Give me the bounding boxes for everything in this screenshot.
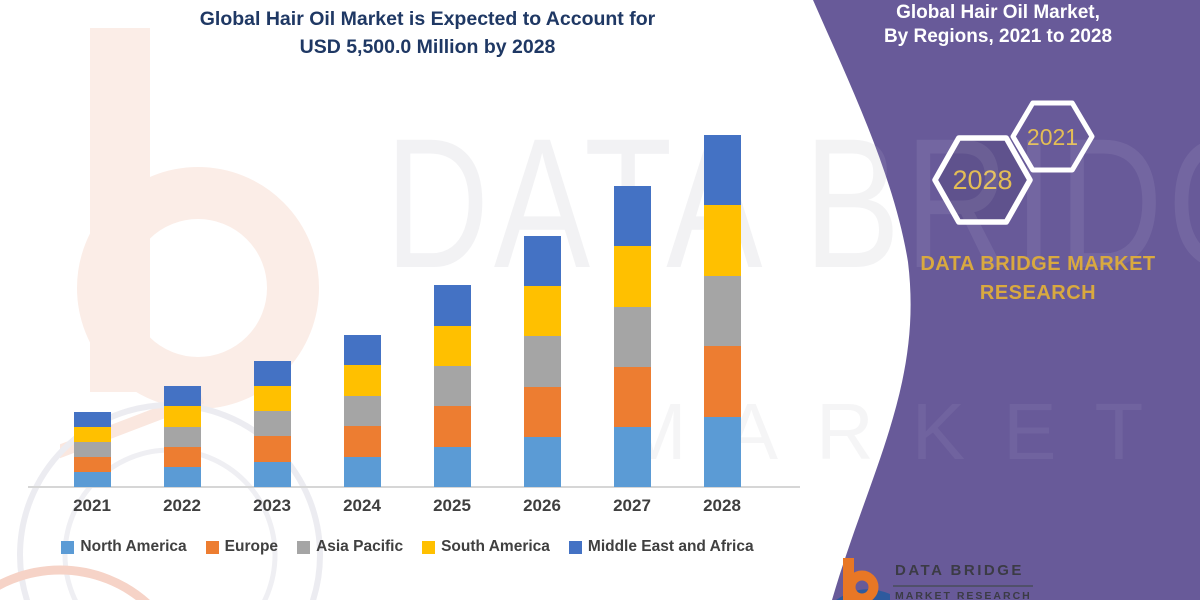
bar-segment-middle-east-and-africa [433,285,471,326]
x-axis-line [28,486,800,488]
hexagon-2028: 2028 [932,135,1033,225]
legend-item-middle-east-and-africa: Middle East and Africa [568,538,754,556]
bar-segment-north-america [703,416,741,487]
x-axis-label-2028: 2028 [703,496,741,515]
legend-label: Middle East and Africa [587,538,754,555]
bar-segment-asia-pacific [253,411,291,437]
bar-segment-middle-east-and-africa [613,186,651,247]
hexagon-2021-label: 2021 [1027,124,1078,150]
bar-segment-europe [613,366,651,427]
footer-logo-b-icon [836,558,890,600]
purple-side-panel: 2028 2021 DATA BRIDGE MARKET RESEARCH Gl… [786,0,1200,600]
legend-item-europe: Europe [205,538,279,556]
x-axis-label-2026: 2026 [523,496,561,515]
x-axis-label-2025: 2025 [433,496,471,515]
bar-segment-middle-east-and-africa [163,386,201,407]
x-axis-label-2027: 2027 [613,496,651,515]
x-axis-label-2024: 2024 [343,496,381,515]
legend-swatch-icon [297,540,311,554]
bar-segment-north-america [163,466,201,487]
stacked-bar-2021 [73,411,111,487]
legend-label: Asia Pacific [316,538,404,555]
panel-title-line2: By Regions, 2021 to 2028 [883,25,1113,47]
bar-segment-north-america [523,436,561,487]
bar-segment-south-america [523,286,561,337]
bar-segment-asia-pacific [73,441,111,457]
legend-item-north-america: North America [61,538,187,556]
panel-title: Global Hair Oil Market, By Regions, 2021… [848,1,1148,48]
panel-title-line1: Global Hair Oil Market, [896,2,1100,23]
x-axis-label-2021: 2021 [73,496,111,515]
bar-segment-middle-east-and-africa [523,235,561,287]
legend-label: Europe [224,538,279,555]
bar-segment-europe [253,436,291,462]
bar-segment-asia-pacific [433,366,471,407]
bar-segment-north-america [73,471,111,487]
bar-segment-north-america [343,456,381,487]
panel-spaced-watermark: MARKET RESEARCH [786,387,1200,476]
bar-segment-asia-pacific [613,306,651,367]
footer-logo-underline [893,585,1033,587]
footer-logo-subtext: MARKET RESEARCH [895,590,1032,600]
bar-segment-middle-east-and-africa [703,135,741,206]
panel-background [813,0,1200,600]
bar-segment-north-america [613,426,651,487]
bar-segment-south-america [73,426,111,442]
chart-title-line1: Global Hair Oil Market is Expected to Ac… [199,8,656,30]
bar-segment-south-america [343,365,381,396]
legend-item-south-america: South America [422,538,550,556]
panel-curved-shape: 2028 2021 [813,0,1200,600]
legend-swatch-icon [205,540,219,554]
x-axis-label-2022: 2022 [163,496,201,515]
bar-segment-asia-pacific [703,275,741,347]
stacked-bar-2026 [523,235,561,487]
stacked-bar-2023 [253,360,291,487]
bar-segment-middle-east-and-africa [343,335,381,366]
brand-line1: DATA BRIDGE MARKET [920,253,1156,275]
hexagon-2021: 2021 [1010,100,1095,173]
legend-label: South America [441,538,550,555]
bar-segment-south-america [703,205,741,276]
bar-segment-europe [73,456,111,472]
panel-text-watermark: DATA BRIDGE [786,101,1200,307]
stacked-bar-2027 [613,186,651,487]
bar-segment-middle-east-and-africa [73,411,111,427]
bar-segment-asia-pacific [523,336,561,387]
bar-segment-south-america [253,385,291,412]
brand-wordmark: DATA BRIDGE MARKET RESEARCH [888,250,1188,308]
bar-segment-asia-pacific [163,426,201,447]
bar-segment-asia-pacific [343,395,381,427]
bar-segment-europe [343,426,381,457]
bar-segment-europe [703,346,741,417]
x-axis-label-2023: 2023 [253,496,291,515]
bar-segment-europe [523,386,561,437]
legend-swatch-icon [61,540,75,554]
bar-segment-south-america [613,246,651,307]
stacked-bar-2024 [343,335,381,487]
brand-line2: RESEARCH [979,282,1097,304]
bar-segment-north-america [253,461,291,487]
bar-segment-south-america [163,406,201,427]
hexagon-2028-label: 2028 [952,165,1012,195]
bar-segment-north-america [433,446,471,487]
chart-title: Global Hair Oil Market is Expected to Ac… [140,6,715,61]
legend-swatch-icon [568,540,582,554]
bar-segment-south-america [433,325,471,367]
bar-segment-europe [433,406,471,447]
bar-segment-middle-east-and-africa [253,360,291,386]
stacked-bar-2028 [703,135,741,487]
chart-legend: North America Europe Asia Pacific South Ame… [35,538,780,556]
legend-swatch-icon [422,540,436,554]
legend-item-asia-pacific: Asia Pacific [297,538,403,556]
stacked-bar-2022 [163,386,201,487]
bar-segment-europe [163,446,201,467]
legend-label: North America [80,538,187,555]
footer-logo-text: DATA BRIDGE [895,562,1024,579]
chart-title-line2: USD 5,500.0 Million by 2028 [299,35,556,58]
stacked-bar-2025 [433,285,471,487]
